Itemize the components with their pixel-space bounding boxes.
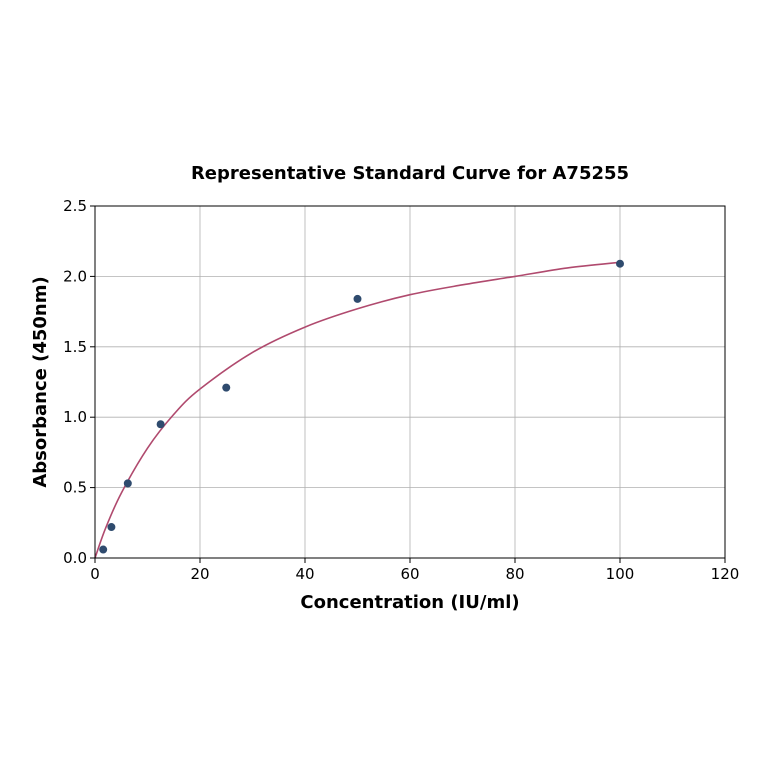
x-tick-label: 120 [711, 565, 740, 583]
x-tick-label: 60 [400, 565, 419, 583]
x-tick-label: 20 [190, 565, 209, 583]
fit-curve-layer [94, 261, 621, 559]
y-axis-ticks: 0.0 0.5 1.0 1.5 2.0 2.5 [63, 197, 95, 567]
y-tick-label: 2.0 [63, 267, 87, 285]
y-axis-label: Absorbance (450nm) [30, 276, 51, 487]
data-point [156, 420, 165, 429]
data-point [123, 479, 132, 488]
x-axis-label: Concentration (IU/ml) [300, 592, 519, 613]
y-tick-label: 0.5 [63, 479, 87, 497]
data-point [616, 259, 624, 268]
x-tick-label: 80 [505, 565, 524, 583]
x-tick-label: 0 [90, 565, 100, 583]
x-axis-ticks: 0 20 40 60 80 100 120 [90, 558, 739, 583]
chart-title: Representative Standard Curve for A75255 [191, 163, 629, 184]
data-point [99, 545, 108, 554]
data-point [222, 383, 231, 392]
grid [94, 205, 726, 559]
fit-curve [94, 261, 621, 559]
data-point [353, 294, 362, 303]
y-tick-label: 2.5 [63, 197, 87, 215]
data-points [99, 259, 624, 554]
x-tick-label: 40 [295, 565, 314, 583]
data-point [107, 523, 116, 532]
y-tick-label: 1.0 [63, 408, 87, 426]
y-tick-label: 1.5 [63, 338, 87, 356]
x-tick-label: 100 [606, 565, 635, 583]
y-tick-label: 0.0 [63, 549, 87, 567]
